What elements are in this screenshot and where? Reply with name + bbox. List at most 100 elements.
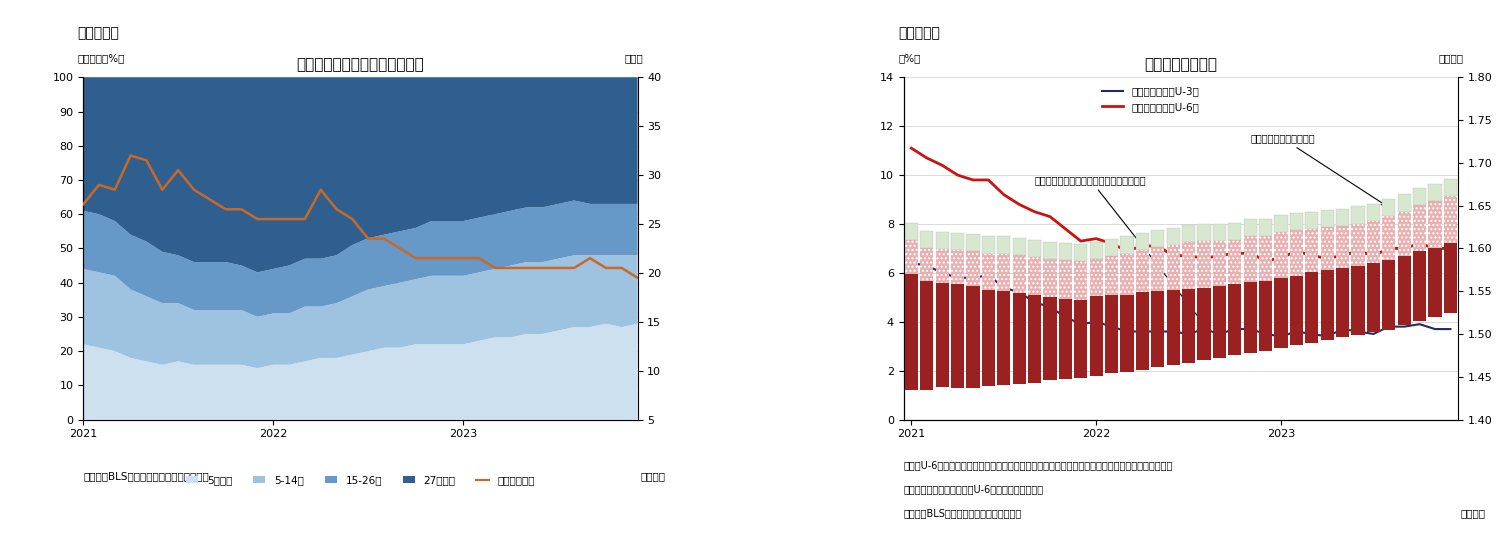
Bar — [1012, 238, 1026, 255]
Bar — [1136, 250, 1148, 292]
Bar — [1166, 245, 1180, 290]
Bar — [1121, 236, 1133, 253]
Bar — [1383, 216, 1395, 261]
Bar — [1197, 241, 1210, 288]
Bar — [1136, 233, 1148, 250]
Bar — [1197, 224, 1210, 241]
Bar — [982, 290, 994, 386]
Bar — [1244, 236, 1257, 282]
Bar — [1136, 292, 1148, 370]
Bar — [1336, 268, 1349, 337]
Bar — [1321, 227, 1334, 270]
Bar — [1121, 253, 1133, 295]
Bar — [935, 232, 949, 250]
Bar — [1151, 247, 1165, 291]
Bar — [1044, 259, 1056, 297]
Bar — [1213, 241, 1225, 286]
Bar — [1306, 229, 1319, 272]
Bar — [1059, 261, 1071, 299]
Bar — [1274, 232, 1287, 278]
Bar — [905, 274, 917, 390]
Bar — [1367, 204, 1380, 221]
Bar — [1166, 228, 1180, 245]
Text: 周辺労働力は失業率（U-6）より逆算して推計: 周辺労働力は失業率（U-6）より逆算して推計 — [904, 485, 1044, 495]
Bar — [1428, 201, 1441, 247]
Bar — [905, 222, 917, 240]
Bar — [1089, 242, 1103, 259]
Text: （図表７）: （図表７） — [77, 26, 119, 40]
Bar — [1228, 240, 1242, 284]
Bar — [967, 251, 979, 286]
Bar — [1445, 243, 1457, 312]
Text: （億人）: （億人） — [1438, 54, 1464, 63]
Bar — [1290, 276, 1302, 345]
Bar — [1012, 255, 1026, 293]
Bar — [1290, 213, 1302, 230]
Bar — [1306, 229, 1319, 272]
Bar — [1105, 295, 1118, 373]
Bar — [1074, 300, 1088, 379]
Bar — [1105, 239, 1118, 256]
Bar — [1367, 221, 1380, 263]
Bar — [1259, 236, 1272, 281]
Text: （シェア、%）: （シェア、%） — [77, 54, 125, 63]
Bar — [920, 248, 934, 281]
Bar — [935, 250, 949, 283]
Bar — [1351, 224, 1364, 266]
Text: 周辺労働力人口（右軸）: 周辺労働力人口（右軸） — [1250, 134, 1386, 205]
Text: 経済的理由によるパートタイマー（右軸）: 経済的理由によるパートタイマー（右軸） — [1035, 175, 1201, 321]
Bar — [1105, 256, 1118, 295]
Bar — [1290, 230, 1302, 276]
Bar — [1367, 263, 1380, 332]
Bar — [982, 253, 994, 290]
Bar — [935, 283, 949, 387]
Bar — [1367, 221, 1380, 263]
Bar — [1136, 250, 1148, 292]
Bar — [1413, 205, 1426, 251]
Bar — [1213, 241, 1225, 286]
Bar — [1244, 219, 1257, 236]
Bar — [1105, 256, 1118, 295]
Bar — [1012, 255, 1026, 293]
Bar — [1228, 240, 1242, 284]
Bar — [950, 233, 964, 250]
Bar — [1398, 211, 1411, 256]
Bar — [1027, 257, 1041, 295]
Bar — [1197, 288, 1210, 360]
Text: （注）U-6＝（失業者＋周辺労働力＋経済的理由によるパートタイマー）／（労働力＋周辺労働力）: （注）U-6＝（失業者＋周辺労働力＋経済的理由によるパートタイマー）／（労働力＋… — [904, 460, 1173, 471]
Bar — [1182, 289, 1195, 363]
Bar — [920, 248, 934, 281]
Bar — [1151, 291, 1165, 367]
Bar — [1290, 230, 1302, 276]
Bar — [1413, 251, 1426, 321]
Bar — [1089, 259, 1103, 296]
Bar — [1213, 286, 1225, 358]
Bar — [1428, 184, 1441, 201]
Bar — [920, 231, 934, 248]
Bar — [1445, 196, 1457, 243]
Bar — [1445, 196, 1457, 243]
Bar — [982, 253, 994, 290]
Legend: 通常の失業率（U-3）, 広義の失業率（U-6）: 通常の失業率（U-3）, 広義の失業率（U-6） — [1098, 82, 1203, 116]
Bar — [1121, 295, 1133, 373]
Bar — [1228, 284, 1242, 355]
Bar — [905, 240, 917, 274]
Bar — [1089, 259, 1103, 296]
Bar — [1306, 211, 1319, 229]
Bar — [1197, 241, 1210, 288]
Text: （%）: （%） — [898, 54, 920, 63]
Title: 失業期間の分布と平均失業期間: 失業期間の分布と平均失業期間 — [296, 57, 425, 72]
Bar — [982, 236, 994, 253]
Bar — [1336, 209, 1349, 226]
Bar — [967, 234, 979, 251]
Bar — [1044, 259, 1056, 297]
Text: （図表８）: （図表８） — [898, 26, 940, 40]
Bar — [997, 236, 1011, 253]
Bar — [1012, 293, 1026, 384]
Bar — [1259, 219, 1272, 236]
Bar — [1321, 210, 1334, 227]
Bar — [1351, 206, 1364, 224]
Text: （週）: （週） — [624, 54, 644, 63]
Bar — [1027, 240, 1041, 257]
Bar — [1059, 243, 1071, 261]
